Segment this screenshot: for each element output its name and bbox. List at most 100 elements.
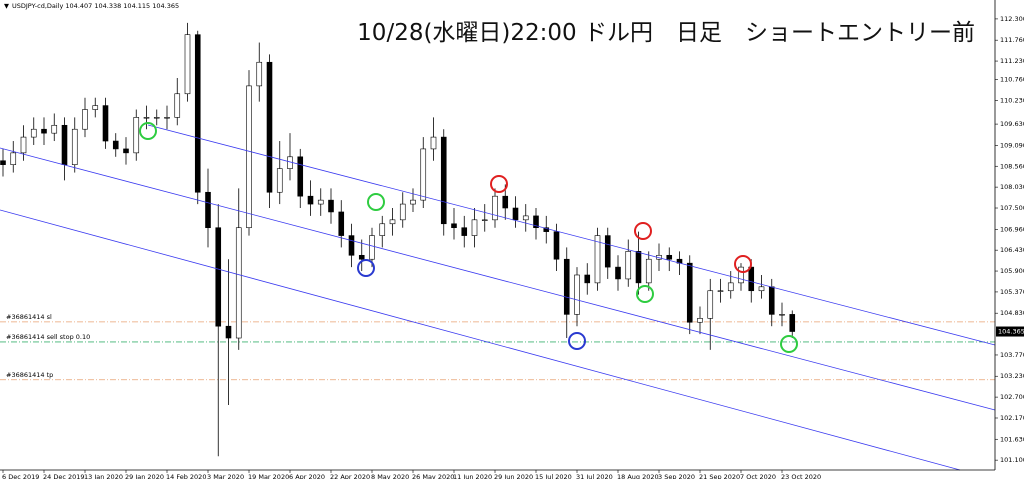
candle-body [82,109,88,130]
marker-circle [636,285,654,303]
candle-body [92,105,99,110]
x-tick-label: 3 Sep 2020 [658,473,695,479]
y-tick-label: 103.770 [1000,351,1024,359]
candle-body [461,227,468,236]
candle-body [51,124,58,134]
candle-body [256,61,263,87]
candle-body [522,215,529,221]
y-tick-label: 111.230 [1000,57,1024,65]
x-tick-label: 14 Feb 2020 [166,473,206,479]
candle-body [430,136,437,150]
candle-body [61,124,68,165]
candle-body [369,235,375,260]
y-tick-label: 108.560 [1000,162,1024,170]
candle-body [758,286,765,292]
x-tick-label: 19 Mar 2020 [248,473,289,479]
x-tick-label: 8 May 2020 [371,473,409,479]
candle-body [338,211,345,236]
x-tick-label: 23 Oct 2020 [781,473,821,479]
candle-body [738,266,744,284]
x-tick-label: 3 Mar 2020 [207,473,244,479]
candle-body [235,227,242,339]
y-tick-label: 109.630 [1000,120,1024,128]
y-tick-label: 110.230 [1000,96,1024,104]
level-label: #36861414 tp [6,371,53,379]
candle-body [174,93,181,118]
candle-body [41,128,47,134]
x-tick-label: 24 Dec 2019 [43,473,85,479]
chart-subtitle: USDJPY-cd,Daily 104.407 104.338 104.115 … [12,2,179,10]
candle-body [246,85,252,229]
axis-labels: 6 Dec 2019 24 Dec 2019 13 Jan 2020 29 Jan 2… [2,15,1024,479]
candle-body [574,274,580,315]
y-tick-label: 110.760 [1000,76,1024,84]
candle-body [492,195,498,221]
y-tick-label: 104.830 [1000,309,1024,317]
marker-circle [780,335,798,353]
last-price-box [996,326,1024,337]
candle-body [686,262,693,323]
y-tick-label: 109.090 [1000,141,1024,149]
marker-circle [634,222,652,240]
chart-title: 10/28(水曜日)22:00 ドル円 日足 ショートエントリー前 [357,20,975,46]
symbol-marker: ▼ [4,2,9,10]
x-tick-label: 18 Aug 2020 [617,473,659,479]
y-tick-label: 101.100 [1000,456,1024,464]
candle-body [379,223,386,236]
level-label: #36861414 sell stop 0.10 [6,333,90,341]
x-tick-label: 29 Jan 2020 [125,473,164,479]
candle-body [123,148,129,154]
candle-body [328,199,334,213]
candle-body [420,148,427,201]
candle-body [164,117,170,119]
candle-body [717,290,724,292]
x-tick-label: 13 Jan 2020 [84,473,123,479]
candle-body [307,195,314,205]
y-tick-label: 102.170 [1000,414,1024,422]
markers [139,122,798,353]
candle-body [102,105,109,142]
candle-body [533,215,539,229]
last-price-label: 104.365 [998,328,1024,336]
candle-body [604,235,611,268]
x-tick-label: 22 Apr 2020 [330,473,370,479]
level-label: #36861414 sl [6,313,52,321]
channel-line [147,124,996,346]
candle-body [215,227,222,327]
candle-body [789,314,796,332]
candle-body [615,266,621,280]
marker-circle [568,332,586,350]
candle-body [727,282,734,292]
y-tick-label: 107.500 [1000,204,1024,212]
candle-body [768,286,775,315]
x-tick-label: 26 May 2020 [412,473,454,479]
y-tick-label: 102.700 [1000,393,1024,401]
x-tick-label: 21 Sep 2020 [699,473,740,479]
y-tick-label: 111.760 [1000,36,1024,44]
candle-body [502,195,509,209]
y-tick-label: 112.300 [1000,15,1024,23]
candle-body [389,219,396,225]
candle-body [348,235,355,256]
candles [0,22,796,457]
candle-body [194,34,201,193]
candle-body [297,156,304,197]
candle-body [748,266,755,292]
marker-circle [490,175,508,193]
candle-body [276,168,283,193]
candle-body [112,140,119,150]
candle-body [399,203,406,221]
candle-body [512,207,519,221]
candle-body [543,227,550,232]
marker-circle [367,193,385,211]
y-tick-label: 106.430 [1000,246,1024,254]
candle-body [205,191,211,229]
marker-circle [139,122,157,140]
x-tick-label: 11 Jun 2020 [453,473,492,479]
y-tick-label: 103.230 [1000,372,1024,380]
candle-body [594,235,601,284]
x-tick-label: 15 Jul 2020 [535,473,572,479]
candle-body [697,318,703,323]
candle-body [666,254,673,260]
